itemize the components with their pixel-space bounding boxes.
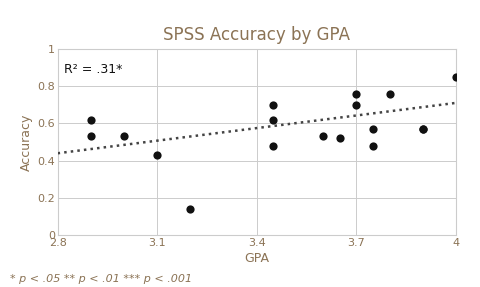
Point <box>419 127 427 131</box>
Point <box>369 127 377 131</box>
Point <box>120 134 128 139</box>
Text: R² = .31*: R² = .31* <box>64 63 122 76</box>
Point <box>452 75 460 79</box>
Point <box>154 153 161 157</box>
Text: * p < .05 ** p < .01 *** p < .001: * p < .05 ** p < .01 *** p < .001 <box>10 274 192 284</box>
Point <box>419 127 427 131</box>
Point <box>336 136 344 141</box>
Point <box>87 117 95 122</box>
Point <box>353 91 360 96</box>
Point <box>270 144 277 148</box>
Point <box>319 134 327 139</box>
Point <box>270 102 277 107</box>
Point <box>87 134 95 139</box>
Title: SPSS Accuracy by GPA: SPSS Accuracy by GPA <box>163 26 350 44</box>
Point <box>386 91 394 96</box>
X-axis label: GPA: GPA <box>244 252 269 265</box>
Point <box>270 117 277 122</box>
Point <box>369 144 377 148</box>
Point <box>353 102 360 107</box>
Point <box>187 207 194 212</box>
Y-axis label: Accuracy: Accuracy <box>20 113 33 171</box>
